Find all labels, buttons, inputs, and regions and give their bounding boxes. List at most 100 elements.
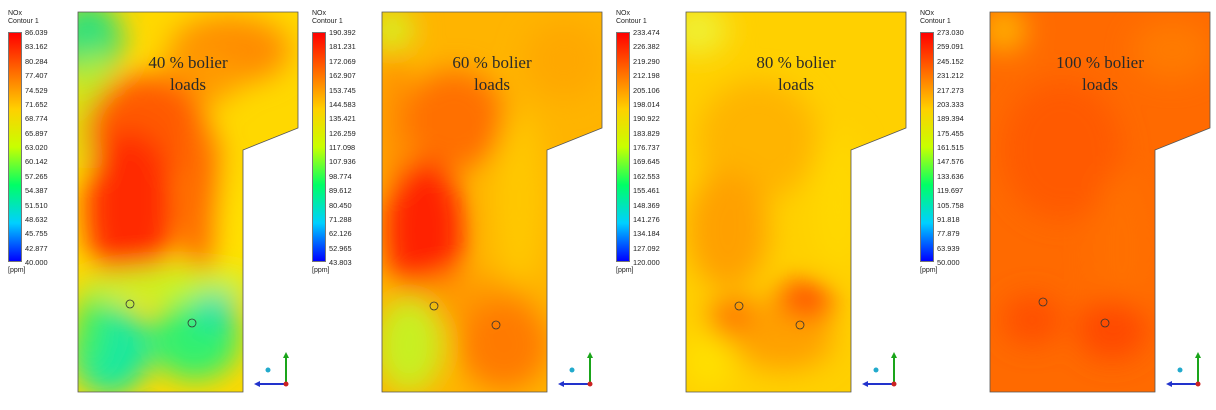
tick-label: 83.162 [25, 42, 48, 52]
tick-label: 98.774 [329, 171, 352, 181]
boiler-contour [685, 11, 907, 393]
tick-label: 77.407 [25, 71, 48, 81]
tick-label: 51.510 [25, 200, 48, 210]
caption-line: 40 % bolier [148, 53, 228, 72]
tick-label: 89.612 [329, 186, 352, 196]
tick-label: 183.829 [633, 128, 660, 138]
tick-label: 153.745 [329, 85, 356, 95]
contour-panel-80: NOx Contour 1 233.474 226.382 219.290 21… [608, 0, 912, 410]
tick-label: 162.907 [329, 71, 356, 81]
colorbar-legend: NOx Contour 1 190.392 181.231 172.069 16… [312, 10, 356, 274]
tick-label: 91.818 [937, 214, 960, 224]
tick-label: 273.030 [937, 28, 964, 37]
tick-label: 63.020 [25, 143, 48, 152]
contour-panel-60: NOx Contour 1 190.392 181.231 172.069 16… [304, 0, 608, 410]
tick-label: 71.288 [329, 214, 352, 224]
tick-label: 120.000 [633, 258, 660, 267]
colorbar [616, 32, 630, 262]
tick-label: 117.098 [329, 143, 356, 152]
tick-label: 77.879 [937, 229, 960, 239]
load-caption: 80 % bolier loads [731, 52, 861, 96]
caption-line: loads [778, 75, 814, 94]
tick-label: 107.936 [329, 157, 356, 167]
tick-label: 63.939 [937, 243, 960, 253]
tick-label: 147.576 [937, 157, 964, 167]
contour-panel-40: NOx Contour 1 86.039 83.162 80.284 77.40… [0, 0, 304, 410]
caption-line: loads [170, 75, 206, 94]
tick-label: 68.774 [25, 114, 48, 124]
legend-subtitle: Contour 1 [8, 18, 39, 25]
caption-line: loads [474, 75, 510, 94]
tick-label: 233.474 [633, 28, 660, 37]
tick-label: 134.184 [633, 229, 660, 239]
legend-unit: [ppm] [920, 267, 938, 274]
tick-label: 141.276 [633, 214, 660, 224]
tick-label: 219.290 [633, 56, 660, 66]
tick-label: 212.198 [633, 71, 660, 81]
axis-triad-icon [254, 352, 289, 387]
tick-label: 169.645 [633, 157, 660, 167]
tick-label: 65.897 [25, 128, 48, 138]
tick-label: 48.632 [25, 214, 48, 224]
burner-marker [1038, 297, 1048, 307]
tick-label: 148.369 [633, 200, 660, 210]
colorbar-legend: NOx Contour 1 273.030 259.091 245.152 23… [920, 10, 964, 274]
tick-label: 205.106 [633, 85, 660, 95]
tick-label: 144.583 [329, 99, 356, 109]
tick-label: 172.069 [329, 56, 356, 66]
legend-title: NOx [312, 10, 326, 17]
legend-unit: [ppm] [312, 267, 330, 274]
legend-subtitle: Contour 1 [312, 18, 343, 25]
tick-label: 42.877 [25, 243, 48, 253]
boiler-contour [989, 11, 1211, 393]
tick-label: 105.758 [937, 200, 964, 210]
boiler-contour [381, 11, 603, 393]
tick-label: 45.755 [25, 229, 48, 239]
tick-label: 181.231 [329, 42, 356, 52]
tick-label: 190.392 [329, 28, 356, 37]
burner-marker [429, 301, 439, 311]
burner-marker [734, 301, 744, 311]
colorbar [8, 32, 22, 262]
colorbar [312, 32, 326, 262]
legend-subtitle: Contour 1 [920, 18, 951, 25]
colorbar-legend: NOx Contour 1 86.039 83.162 80.284 77.40… [8, 10, 48, 274]
caption-line: 60 % bolier [452, 53, 532, 72]
tick-label: 175.455 [937, 128, 964, 138]
tick-label: 71.652 [25, 99, 48, 109]
legend-title: NOx [616, 10, 630, 17]
load-caption: 100 % bolier loads [1035, 52, 1165, 96]
tick-label: 74.529 [25, 85, 48, 95]
tick-label: 176.737 [633, 143, 660, 152]
tick-label: 198.014 [633, 99, 660, 109]
legend-unit: [ppm] [8, 267, 26, 274]
tick-label: 80.450 [329, 200, 352, 210]
legend-subtitle: Contour 1 [616, 18, 647, 25]
tick-label: 226.382 [633, 42, 660, 52]
tick-label: 259.091 [937, 42, 964, 52]
legend-unit: [ppm] [616, 267, 634, 274]
caption-line: loads [1082, 75, 1118, 94]
axis-triad-icon [558, 352, 593, 387]
tick-label: 203.333 [937, 99, 964, 109]
tick-label: 135.421 [329, 114, 356, 124]
colorbar-legend: NOx Contour 1 233.474 226.382 219.290 21… [616, 10, 660, 274]
tick-label: 162.553 [633, 171, 660, 181]
tick-label: 57.265 [25, 171, 48, 181]
tick-label: 50.000 [937, 258, 960, 267]
load-caption: 60 % bolier loads [427, 52, 557, 96]
tick-label: 245.152 [937, 56, 964, 66]
legend-title: NOx [920, 10, 934, 17]
tick-label: 155.461 [633, 186, 660, 196]
legend-title: NOx [8, 10, 22, 17]
caption-line: 80 % bolier [756, 53, 836, 72]
tick-label: 43.803 [329, 258, 352, 267]
caption-line: 100 % bolier [1056, 53, 1144, 72]
burner-marker [491, 320, 501, 330]
tick-label: 119.697 [937, 186, 964, 196]
tick-label: 40.000 [25, 258, 48, 267]
burner-marker [795, 320, 805, 330]
burner-marker [125, 299, 135, 309]
tick-label: 62.126 [329, 229, 352, 239]
tick-label: 231.212 [937, 71, 964, 81]
